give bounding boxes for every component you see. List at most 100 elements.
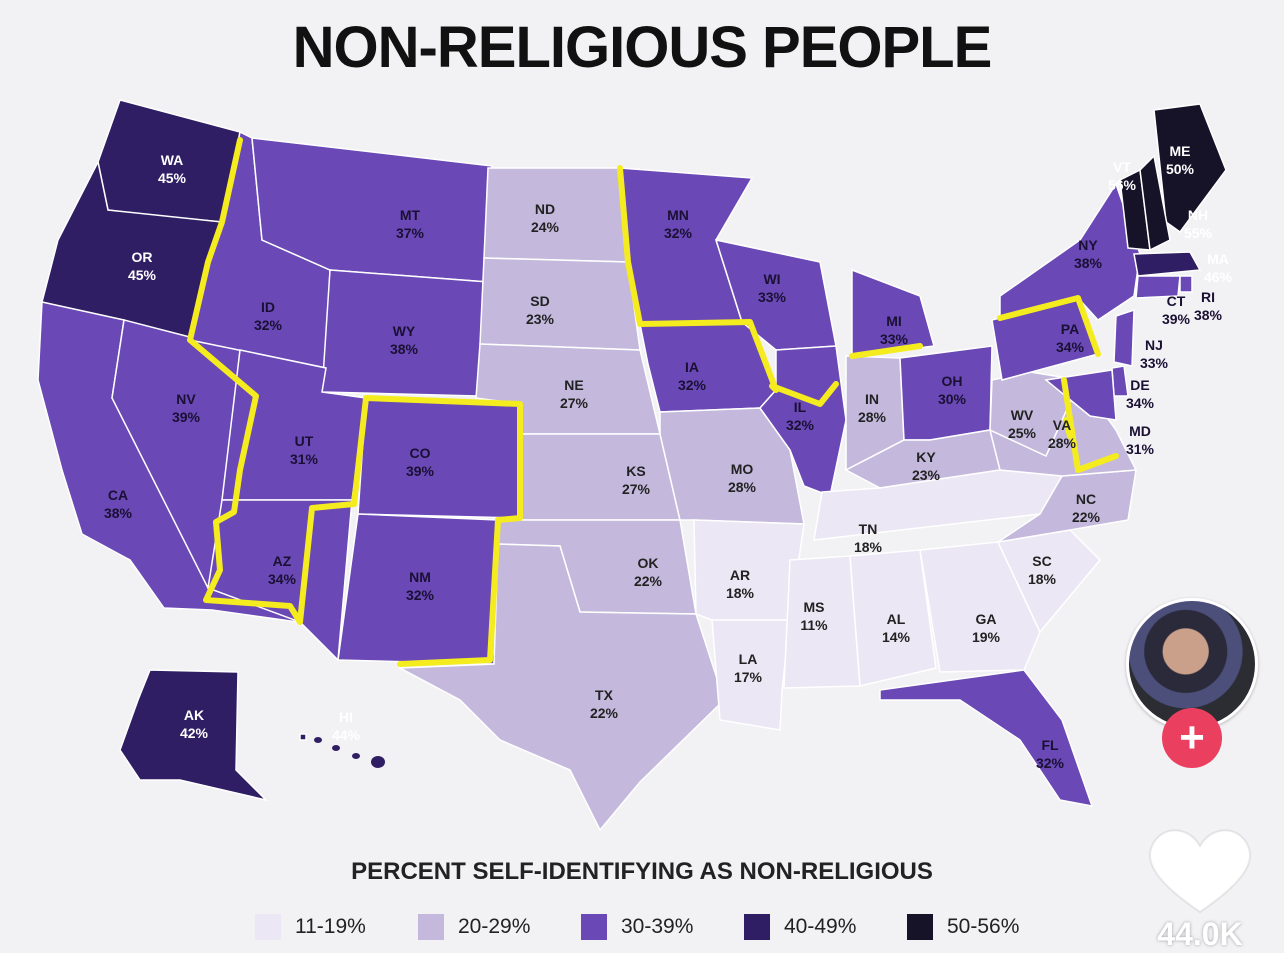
state-abbr-ny: NY <box>1078 237 1098 253</box>
state-abbr-me: ME <box>1170 143 1191 159</box>
state-abbr-oh: OH <box>942 373 963 389</box>
state-value-ky: 23% <box>912 467 941 483</box>
legend-title: PERCENT SELF-IDENTIFYING AS NON-RELIGIOU… <box>351 858 933 885</box>
state-abbr-va: VA <box>1053 417 1071 433</box>
state-abbr-nd: ND <box>535 201 555 217</box>
follow-button[interactable]: + <box>1162 708 1222 768</box>
state-mo <box>659 407 805 525</box>
state-wv <box>989 371 1082 458</box>
state-ct <box>1135 275 1181 299</box>
state-value-ma: 46% <box>1204 269 1233 285</box>
state-value-ks: 27% <box>622 481 651 497</box>
state-value-wa: 45% <box>158 170 187 186</box>
heart-icon[interactable] <box>1140 820 1260 920</box>
legend: 11-19% 20-29% 30-39% 40-49% 50-56% <box>255 910 1070 944</box>
state-value-ia: 32% <box>678 377 707 393</box>
state-value-vt: 56% <box>1108 177 1137 193</box>
state-value-wv: 25% <box>1008 425 1037 441</box>
state-value-az: 34% <box>268 571 297 587</box>
state-value-al: 14% <box>882 629 911 645</box>
state-abbr-ak: AK <box>184 707 204 723</box>
state-abbr-tx: TX <box>595 687 614 703</box>
state-abbr-ia: IA <box>685 359 699 375</box>
state-abbr-ct: CT <box>1167 293 1186 309</box>
state-abbr-hi: HI <box>339 709 353 725</box>
state-abbr-ky: KY <box>916 449 936 465</box>
like-group[interactable]: 44.0K <box>1140 820 1260 952</box>
state-value-la: 17% <box>734 669 763 685</box>
state-value-nm: 32% <box>406 587 435 603</box>
state-value-ne: 27% <box>560 395 589 411</box>
page-title: NON-RELIGIOUS PEOPLE <box>292 15 993 80</box>
legend-label: 30-39% <box>621 915 694 938</box>
state-abbr-de: DE <box>1130 377 1149 393</box>
state-abbr-ms: MS <box>804 599 825 615</box>
state-value-fl: 32% <box>1036 755 1065 771</box>
state-value-md: 31% <box>1126 441 1155 457</box>
legend-swatch <box>581 914 607 940</box>
legend-swatch <box>418 914 444 940</box>
highlight-line <box>1063 417 1073 439</box>
state-abbr-ok: OK <box>638 555 659 571</box>
state-value-ut: 31% <box>290 451 319 467</box>
state-value-nj: 33% <box>1140 355 1169 371</box>
state-abbr-il: IL <box>794 399 807 415</box>
state-az <box>207 499 353 662</box>
state-value-ms: 11% <box>800 617 828 633</box>
state-abbr-nv: NV <box>176 391 196 407</box>
hawaii-island <box>352 753 360 759</box>
state-value-de: 34% <box>1126 395 1155 411</box>
state-value-wy: 38% <box>390 341 419 357</box>
state-abbr-sd: SD <box>530 293 549 309</box>
state-abbr-sc: SC <box>1032 553 1051 569</box>
state-abbr-mt: MT <box>400 207 421 223</box>
state-value-ri: 38% <box>1194 307 1223 323</box>
state-value-tn: 18% <box>854 539 883 555</box>
state-hi <box>299 733 307 741</box>
state-abbr-tn: TN <box>859 521 878 537</box>
state-value-wi: 33% <box>758 289 787 305</box>
state-value-in: 28% <box>858 409 887 425</box>
state-shapes <box>37 99 1227 832</box>
state-mi <box>851 268 935 357</box>
state-value-ny: 38% <box>1074 255 1103 271</box>
state-value-nv: 39% <box>172 409 201 425</box>
legend-label: 20-29% <box>458 915 531 938</box>
legend-label: 50-56% <box>947 915 1020 938</box>
state-value-co: 39% <box>406 463 435 479</box>
state-value-ar: 18% <box>726 585 755 601</box>
state-nh <box>1139 154 1171 252</box>
creator-avatar-group[interactable]: + <box>1126 598 1260 768</box>
state-abbr-or: OR <box>132 249 153 265</box>
state-co <box>357 397 521 519</box>
legend-item: 50-56% <box>907 910 1070 944</box>
state-abbr-mn: MN <box>667 207 689 223</box>
state-sd <box>479 257 641 351</box>
state-value-mn: 32% <box>664 225 693 241</box>
state-value-tx: 22% <box>590 705 619 721</box>
state-ga <box>919 541 1041 673</box>
legend-swatch <box>255 914 281 940</box>
state-fl <box>879 669 1094 807</box>
hawaii-island <box>314 737 322 743</box>
state-nj <box>1113 308 1135 367</box>
state-abbr-id: ID <box>261 299 275 315</box>
like-count: 44.0K <box>1157 916 1243 952</box>
state-value-id: 32% <box>254 317 283 333</box>
state-nd <box>483 167 629 263</box>
state-abbr-nh: NH <box>1188 207 1208 223</box>
state-abbr-ne: NE <box>564 377 583 393</box>
legend-item: 30-39% <box>581 910 744 944</box>
highlight-borders <box>187 137 1119 667</box>
state-abbr-ar: AR <box>730 567 750 583</box>
state-value-il: 32% <box>786 417 815 433</box>
legend-swatch <box>907 914 933 940</box>
state-abbr-wv: WV <box>1011 407 1034 423</box>
state-abbr-md: MD <box>1129 423 1151 439</box>
state-value-or: 45% <box>128 267 157 283</box>
state-abbr-nj: NJ <box>1145 337 1163 353</box>
state-abbr-nm: NM <box>409 569 431 585</box>
legend-label: 11-19% <box>295 915 366 938</box>
state-value-me: 50% <box>1166 161 1195 177</box>
